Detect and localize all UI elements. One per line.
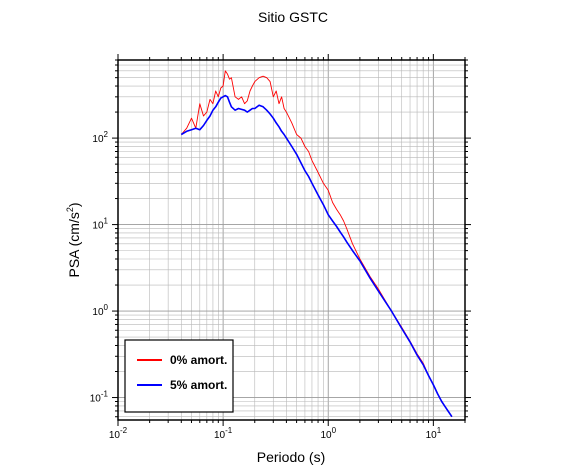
y-tick-label: 102 [92,130,108,145]
y-axis-label-sup: 2 [65,207,75,212]
x-tick-label: 10-1 [214,426,233,441]
legend-label-1: 5% amort. [170,378,227,392]
series-line-1 [180,94,453,418]
y-axis-label-end: ) [66,202,82,207]
legend-box [124,339,234,413]
x-ticks: 10-2 10-1 100 101 [109,54,466,441]
y-axis-label-main: PSA (cm/s [66,212,82,277]
series-lines [180,70,453,418]
legend: 0% amort. 5% amort. [124,339,234,413]
x-axis-label: Periodo (s) [257,449,325,465]
y-tick-label: 101 [92,217,108,232]
y-axis-label: PSA (cm/s2) [65,202,82,277]
y-tick-label: 10-1 [90,390,109,405]
plot-frame [117,59,466,421]
x-tick-label: 100 [320,426,336,441]
x-tick-label: 101 [426,426,442,441]
chart-title: Sitio GSTC [258,9,328,25]
legend-label-0: 0% amort. [170,353,227,367]
y-ticks: 10-1 100 101 102 [90,59,471,418]
x-tick-label: 10-2 [109,426,128,441]
y-tick-label: 100 [92,303,108,318]
